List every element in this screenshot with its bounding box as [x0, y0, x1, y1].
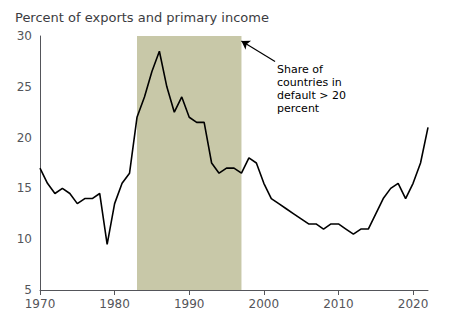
svg-text:default > 20: default > 20 [277, 89, 346, 102]
svg-text:25: 25 [17, 80, 32, 94]
svg-text:5: 5 [24, 283, 32, 297]
svg-text:1970: 1970 [25, 297, 56, 311]
svg-text:20: 20 [17, 131, 32, 145]
svg-text:2020: 2020 [398, 297, 429, 311]
svg-text:1980: 1980 [99, 297, 130, 311]
svg-text:Share of: Share of [277, 63, 324, 76]
svg-text:Percent of exports and primary: Percent of exports and primary income [15, 10, 269, 25]
svg-text:countries in: countries in [277, 76, 342, 89]
svg-text:10: 10 [17, 232, 32, 246]
svg-text:2010: 2010 [323, 297, 354, 311]
svg-text:15: 15 [17, 181, 32, 195]
svg-text:1990: 1990 [174, 297, 205, 311]
svg-text:percent: percent [277, 102, 320, 115]
svg-text:30: 30 [17, 29, 32, 43]
svg-text:2000: 2000 [249, 297, 280, 311]
